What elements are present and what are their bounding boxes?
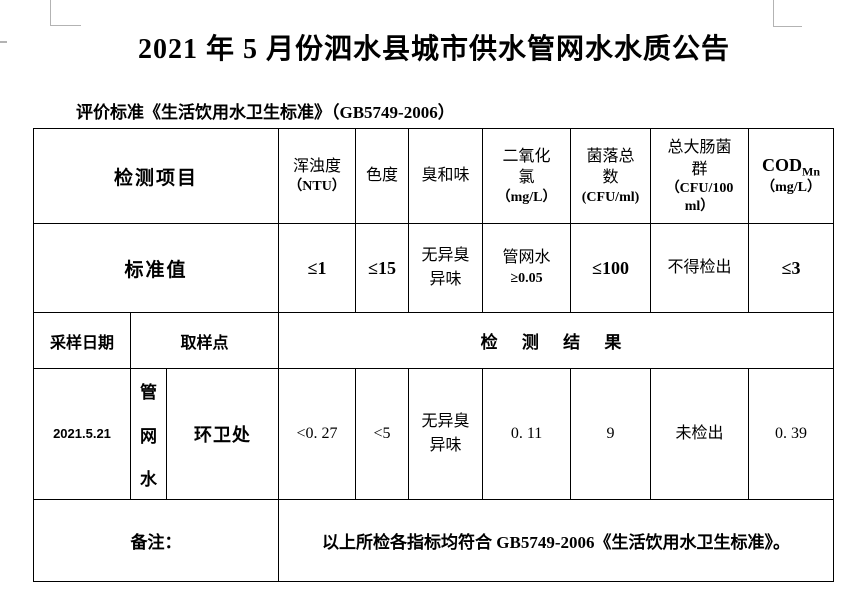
header-colony-count-cell: 菌落总 数 (CFU/ml) <box>570 128 652 224</box>
test-items-label: 检测项目 <box>114 167 199 189</box>
chlorine-dioxide-unit: （mg/L） <box>496 189 557 205</box>
data-colony-count-cell: 9 <box>570 368 652 500</box>
sampling-date-label: 采样日期 <box>49 334 114 352</box>
header-row: 检测项目 浑浊度 （NTU） 色度 臭和味 二氧化 氯 （mg/L） 菌落总 数 <box>32 128 835 224</box>
sampling-point-label: 取样点 <box>180 334 229 352</box>
crop-mark-top-right-icon <box>773 0 802 27</box>
data-cod-mn-cell: 0. 39 <box>748 368 835 500</box>
data-chroma-cell: <5 <box>355 368 410 500</box>
standard-turbidity-cell: ≤1 <box>278 223 357 313</box>
standard-chlorine-line2: ≥0.05 <box>510 271 543 287</box>
sampling-date-value: 2021.5.21 <box>53 426 111 441</box>
standard-colony-count-cell: ≤100 <box>570 223 652 313</box>
standard-colony-value: ≤100 <box>592 257 629 278</box>
standard-coliform-value: 不得检出 <box>667 259 732 276</box>
colony-count-unit: (CFU/ml) <box>581 189 640 205</box>
colony-count-result: 9 <box>606 425 615 442</box>
turbidity-result: <0. 27 <box>296 425 338 442</box>
test-result-label-cell: 检 测 结 果 <box>278 312 835 369</box>
crop-mark-left-edge-icon <box>0 41 7 43</box>
chroma-name: 色度 <box>366 167 399 185</box>
evaluation-standard-subtitle: 评价标准《生活饮用水卫生标准》（GB5749-2006） <box>76 103 455 122</box>
water-quality-table: 检测项目 浑浊度 （NTU） 色度 臭和味 二氧化 氯 （mg/L） 菌落总 数 <box>32 128 835 582</box>
standard-cod-value: ≤3 <box>781 257 801 278</box>
remark-text: 以上所检各指标均符合 GB5749-2006《生活饮用水卫生标准》。 <box>322 533 791 552</box>
turbidity-name: 浑浊度 <box>293 158 342 176</box>
chlorine-dioxide-name: 二氧化 氯 <box>502 147 551 187</box>
remark-label: 备注： <box>130 533 182 552</box>
standard-chlorine-line1: 管网水 <box>502 249 551 266</box>
data-sampling-point-cell: 环卫处 <box>165 368 280 500</box>
standard-cod-mn-cell: ≤3 <box>748 223 835 313</box>
chroma-result: <5 <box>373 425 391 442</box>
total-coliform-name: 总大肠菌 群 <box>667 138 732 178</box>
odor-name: 臭和味 <box>421 167 470 185</box>
total-coliform-unit: （CFU/100 ml） <box>665 181 734 214</box>
cod-mn-subscript: Mn <box>802 164 821 179</box>
data-total-coliform-cell: 未检出 <box>650 368 750 500</box>
turbidity-unit: （NTU） <box>288 179 346 195</box>
header-test-items-cell: 检测项目 <box>32 128 280 224</box>
header-chlorine-dioxide-cell: 二氧化 氯 （mg/L） <box>482 128 572 224</box>
sampling-point-value: 环卫处 <box>194 425 252 445</box>
data-odor-cell: 无异臭 异味 <box>408 368 484 500</box>
remark-label-cell: 备注： <box>32 499 280 582</box>
remark-row: 备注： 以上所检各指标均符合 GB5749-2006《生活饮用水卫生标准》。 <box>32 499 835 582</box>
pipe-network-water-vertical-label: 管 网 水 <box>140 383 157 489</box>
standard-odor-value: 无异臭 异味 <box>421 247 470 288</box>
sampling-date-label-cell: 采样日期 <box>33 312 131 369</box>
standard-chlorine-dioxide-cell: 管网水 ≥0.05 <box>482 223 572 313</box>
standard-turbidity-value: ≤1 <box>307 257 327 278</box>
standard-label-cell: 标准值 <box>32 223 280 313</box>
chlorine-dioxide-result: 0. 11 <box>510 425 543 442</box>
cod-mn-unit: （mg/L） <box>761 180 821 196</box>
data-turbidity-cell: <0. 27 <box>278 368 357 500</box>
standard-value-row: 标准值 ≤1 ≤15 无异臭 异味 管网水 ≥0.05 ≤100 <box>32 223 835 313</box>
standard-chroma-value: ≤15 <box>368 257 396 278</box>
test-result-label: 检 测 结 果 <box>480 333 632 352</box>
sampling-point-label-cell: 取样点 <box>129 312 280 369</box>
cod-mn-name: CODMn <box>762 155 821 179</box>
page-title: 2021 年 5 月份泗水县城市供水管网水水质公告 <box>137 34 730 65</box>
data-row: 2021.5.21 管 网 水 环卫处 <0. 27 <5 <box>33 368 835 500</box>
data-date-cell: 2021.5.21 <box>33 368 131 500</box>
header-turbidity-cell: 浑浊度 （NTU） <box>278 128 357 224</box>
standard-value-label: 标准值 <box>124 259 188 281</box>
total-coliform-result: 未检出 <box>675 425 724 442</box>
result-header-row: 采样日期 取样点 检 测 结 果 <box>33 312 835 369</box>
colony-count-name: 菌落总 数 <box>586 147 635 187</box>
header-cod-mn-cell: CODMn （mg/L） <box>748 128 835 224</box>
header-total-coliform-cell: 总大肠菌 群 （CFU/100 ml） <box>650 128 750 224</box>
crop-mark-top-left-icon <box>50 0 81 26</box>
data-chlorine-dioxide-cell: 0. 11 <box>482 368 572 500</box>
standard-total-coliform-cell: 不得检出 <box>650 223 750 313</box>
header-chroma-cell: 色度 <box>355 128 410 224</box>
standard-odor-cell: 无异臭 异味 <box>408 223 484 313</box>
remark-text-cell: 以上所检各指标均符合 GB5749-2006《生活饮用水卫生标准》。 <box>278 499 835 582</box>
standard-chroma-cell: ≤15 <box>355 223 410 313</box>
data-water-source-cell: 管 网 水 <box>130 368 167 500</box>
cod-mn-result: 0. 39 <box>775 425 808 442</box>
header-odor-cell: 臭和味 <box>408 128 484 224</box>
odor-result: 无异臭 异味 <box>421 413 470 454</box>
